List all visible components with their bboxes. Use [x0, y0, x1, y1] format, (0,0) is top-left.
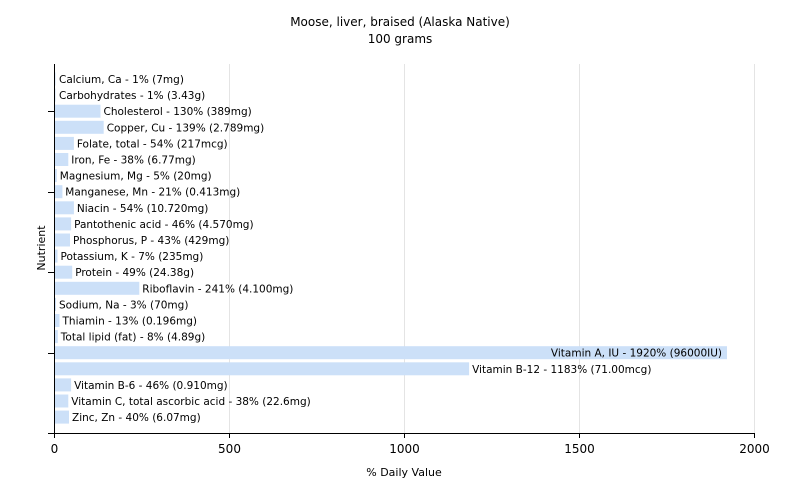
bar [55, 120, 104, 134]
bar-label: Vitamin A, IU - 1920% (96000IU) [551, 348, 722, 360]
bar-label: Carbohydrates - 1% (3.43g) [59, 90, 205, 102]
bar-label: Protein - 49% (24.38g) [75, 267, 194, 279]
y-axis-label: Nutrient [35, 225, 48, 271]
bar-label: Calcium, Ca - 1% (7mg) [59, 74, 184, 86]
bar [55, 201, 74, 215]
bar-label: Riboflavin - 241% (4.100mg) [142, 283, 293, 295]
bar [55, 346, 727, 360]
bars-group: Calcium, Ca - 1% (7mg) Carbohydrates - 1%… [55, 72, 727, 424]
bar [55, 217, 72, 231]
bar [55, 185, 63, 199]
bar-label: Total lipid (fat) - 8% (4.89g) [60, 332, 205, 344]
axes-group: 0 500 1000 1500 2000 [48, 64, 770, 456]
chart-subtitle: 100 grams [367, 32, 433, 46]
bar-label: Potassium, K - 7% (235mg) [61, 251, 204, 263]
bar-label: Iron, Fe - 38% (6.77mg) [71, 155, 195, 167]
bar-label: Manganese, Mn - 21% (0.413mg) [65, 187, 240, 199]
bar [55, 394, 69, 408]
bar [55, 104, 101, 118]
grid-lines [229, 64, 755, 433]
bar [55, 362, 470, 376]
bar [55, 378, 72, 392]
bar [55, 233, 70, 247]
bar-label: Zinc, Zn - 40% (6.07mg) [72, 412, 201, 424]
bar-label: Folate, total - 54% (217mcg) [77, 138, 228, 150]
bar [55, 169, 57, 183]
bar [55, 410, 69, 424]
bar-label: Magnesium, Mg - 5% (20mg) [60, 171, 212, 183]
bar-label: Cholesterol - 130% (389mg) [104, 106, 252, 118]
bar-label: Vitamin B-12 - 1183% (71.00mcg) [472, 364, 651, 376]
bar [55, 281, 140, 295]
bar-label: Niacin - 54% (10.720mg) [77, 203, 209, 215]
bar-label: Vitamin C, total ascorbic acid - 38% (22… [71, 396, 310, 408]
bar-label: Vitamin B-6 - 46% (0.910mg) [74, 380, 228, 392]
x-tick-label: 2000 [739, 442, 770, 456]
x-tick-label: 1500 [564, 442, 595, 456]
bar [55, 72, 56, 86]
bar-label: Phosphorus, P - 43% (429mg) [73, 235, 229, 247]
bar [55, 330, 58, 344]
bar [55, 136, 74, 150]
bar-label: Copper, Cu - 139% (2.789mg) [107, 122, 265, 134]
x-axis-label: % Daily Value [366, 466, 442, 479]
chart-title: Moose, liver, braised (Alaska Native) [290, 15, 510, 29]
bar-label: Pantothenic acid - 46% (4.570mg) [74, 219, 253, 231]
bar [55, 314, 60, 327]
bar [55, 265, 73, 279]
bar [55, 249, 58, 263]
x-tick-label: 500 [218, 442, 241, 456]
x-tick-label: 1000 [389, 442, 420, 456]
bar-label: Sodium, Na - 3% (70mg) [59, 299, 188, 311]
bar [55, 88, 56, 102]
x-tick-label: 0 [51, 442, 59, 456]
bar [55, 297, 56, 311]
bar-label: Thiamin - 13% (0.196mg) [62, 316, 198, 328]
bar [55, 153, 69, 166]
